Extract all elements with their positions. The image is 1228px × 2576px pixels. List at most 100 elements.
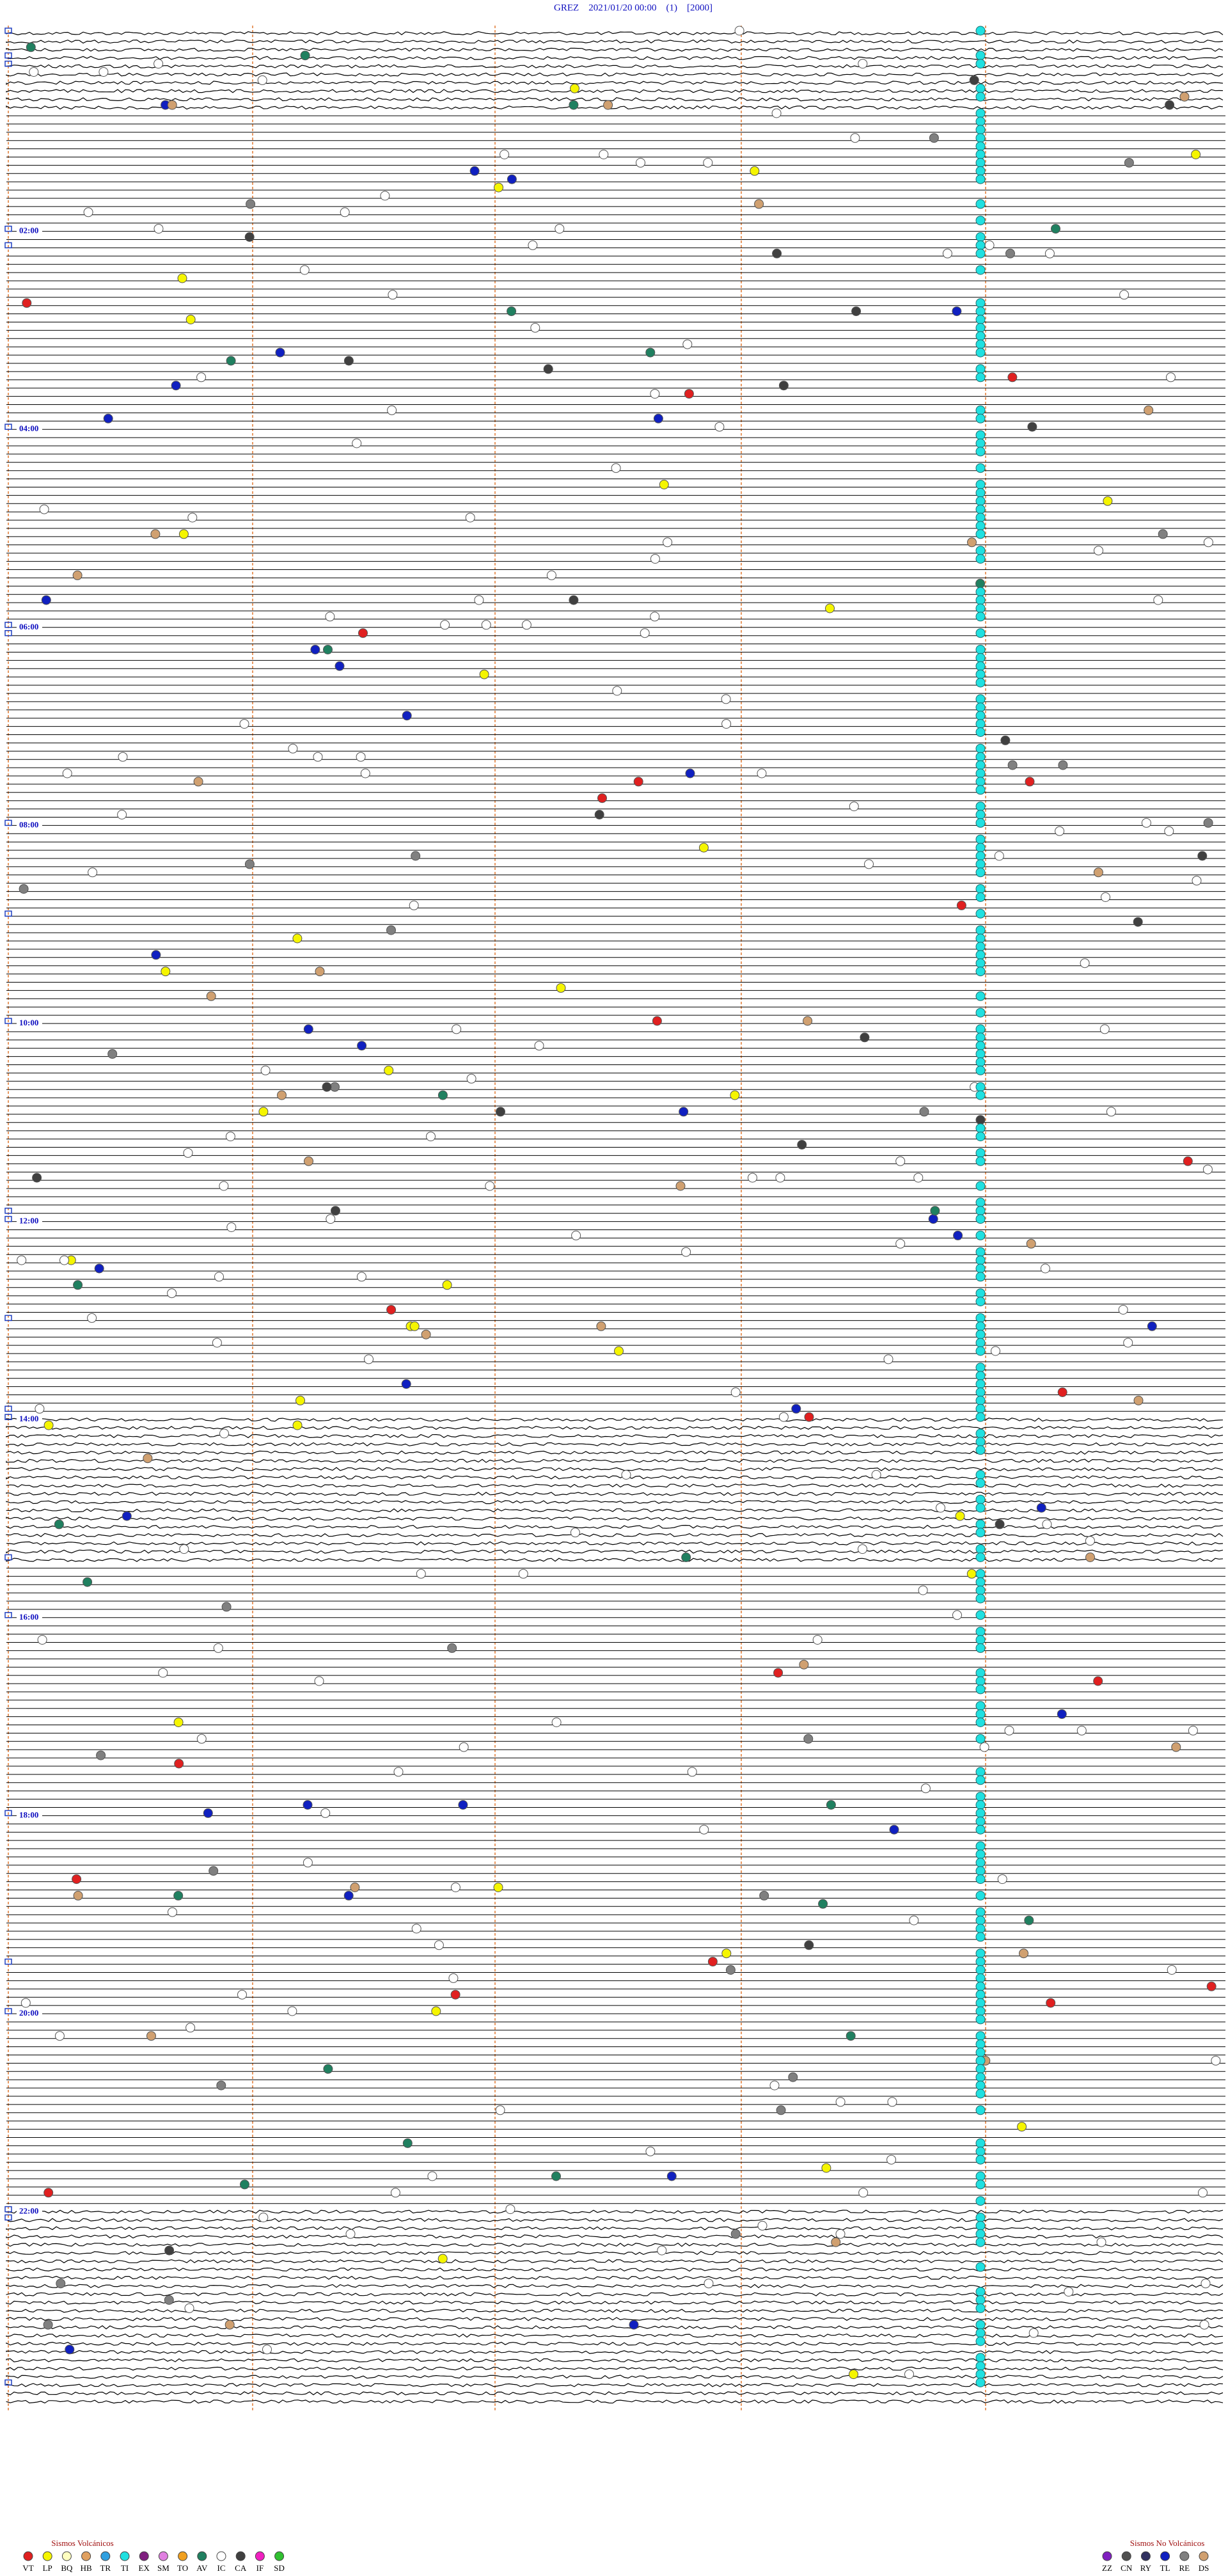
event-marker	[521, 620, 531, 630]
event-marker	[1119, 290, 1130, 300]
event-marker	[73, 1280, 83, 1290]
event-marker	[975, 1684, 986, 1695]
event-marker	[303, 1800, 313, 1810]
time-label: 04:00	[19, 423, 38, 433]
event-marker	[452, 1024, 462, 1034]
time-label: 14:00	[19, 1414, 38, 1423]
event-marker	[975, 2361, 986, 2371]
waveform	[6, 2375, 1224, 2379]
event-marker	[730, 1387, 741, 1397]
legend-swatch	[197, 2551, 207, 2561]
event-marker	[975, 413, 986, 423]
event-marker	[826, 1800, 836, 1810]
event-marker	[975, 834, 986, 844]
event-marker	[173, 1718, 184, 1727]
event-marker	[975, 1090, 986, 1100]
event-marker	[87, 1313, 97, 1323]
row-marker	[4, 1207, 12, 1214]
event-marker	[303, 1858, 313, 1868]
event-marker	[543, 364, 553, 374]
event-marker	[975, 1824, 986, 1835]
events	[4, 26, 1221, 2387]
event-marker	[146, 2031, 156, 2041]
event-marker	[122, 1511, 132, 1521]
event-marker	[975, 1494, 986, 1505]
event-marker	[1057, 1387, 1067, 1397]
event-marker	[975, 108, 986, 118]
event-marker	[788, 2072, 798, 2082]
label-bg	[17, 1611, 42, 1622]
waveform	[6, 1558, 1224, 1562]
event-marker	[1158, 529, 1168, 539]
event-marker	[975, 1321, 986, 1331]
event-marker	[73, 1890, 83, 1900]
event-marker	[330, 1082, 340, 1092]
event-marker	[43, 2188, 54, 2198]
time-label: 02:00	[19, 226, 38, 235]
event-marker	[797, 1140, 807, 1150]
event-marker	[1124, 157, 1134, 168]
event-marker	[603, 100, 613, 110]
waveform	[6, 1533, 1224, 1538]
label-bg	[17, 1215, 42, 1226]
event-marker	[975, 446, 986, 457]
event-marker	[979, 1742, 989, 1752]
legend-swatch	[81, 2551, 91, 2561]
event-marker	[450, 1989, 460, 2000]
event-marker	[320, 1808, 331, 1818]
event-marker	[975, 925, 986, 935]
event-marker	[918, 1585, 928, 1595]
legend-swatch	[178, 2551, 188, 2561]
waveform	[6, 2250, 1224, 2256]
event-marker	[975, 1470, 986, 1480]
legend-title: Sismos Volcánicos	[51, 2538, 113, 2548]
event-marker	[164, 2245, 175, 2256]
event-marker	[94, 1263, 104, 1274]
waveform	[6, 1541, 1224, 1545]
event-marker	[681, 1247, 691, 1257]
event-marker	[431, 2006, 441, 2016]
event-marker	[401, 1379, 411, 1389]
event-marker	[975, 1767, 986, 1777]
waveform	[6, 1434, 1224, 1439]
event-marker	[778, 1412, 789, 1422]
event-marker	[707, 1957, 718, 1967]
event-marker	[360, 768, 370, 778]
legend: Sismos Volcánicos Sismos No Volcánicos V…	[22, 2538, 1209, 2573]
event-marker	[975, 521, 986, 531]
waveform	[6, 2317, 1224, 2321]
event-marker	[975, 702, 986, 713]
event-marker	[151, 950, 161, 960]
event-marker	[59, 1255, 69, 1265]
event-marker	[262, 2344, 272, 2355]
event-marker	[203, 1808, 213, 1818]
label-bg	[17, 1018, 42, 1028]
event-marker	[1202, 1164, 1213, 1174]
event-marker	[1080, 958, 1090, 968]
event-marker	[556, 983, 566, 993]
event-marker	[143, 1453, 153, 1464]
event-marker	[818, 1899, 828, 1909]
event-marker	[975, 141, 986, 152]
event-marker	[98, 67, 109, 77]
event-marker	[975, 306, 986, 317]
event-marker	[975, 1263, 986, 1274]
event-marker	[479, 669, 489, 679]
event-marker	[975, 1890, 986, 1900]
waveform	[6, 2350, 1224, 2355]
event-marker	[495, 2105, 505, 2115]
waveform	[6, 2259, 1224, 2264]
event-marker	[975, 331, 986, 341]
event-marker	[849, 802, 859, 812]
event-marker	[118, 752, 128, 762]
waveform	[6, 2218, 1224, 2222]
event-marker	[975, 1907, 986, 1917]
event-marker	[1171, 1742, 1181, 1752]
event-marker	[975, 1057, 986, 1067]
event-marker	[975, 26, 986, 36]
event-marker	[725, 1965, 736, 1975]
legend-label: TR	[100, 2563, 111, 2573]
event-marker	[975, 232, 986, 242]
event-marker	[975, 719, 986, 729]
event-marker	[804, 1412, 814, 1422]
